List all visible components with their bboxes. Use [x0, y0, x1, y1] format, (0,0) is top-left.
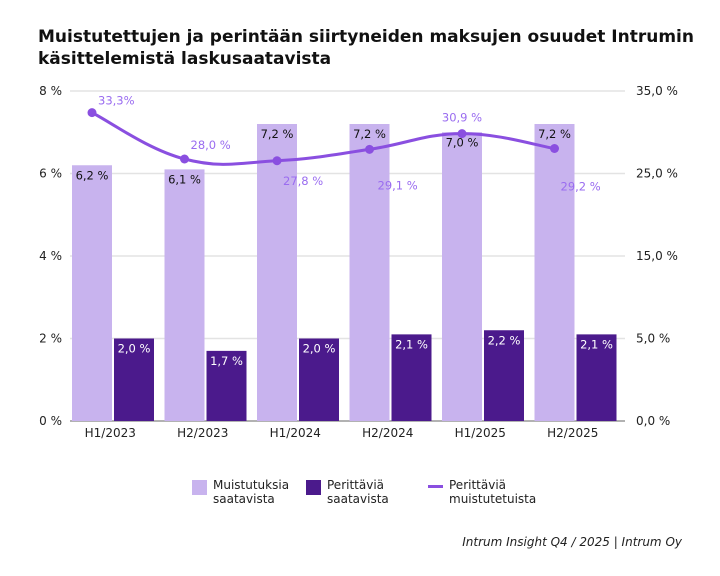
- bar-light: [72, 165, 112, 421]
- left-axis-tick: 4 %: [39, 249, 62, 263]
- right-axis-tick: 0,0 %: [636, 414, 670, 428]
- legend-item-dark-bars: Perittäviä saatavista: [306, 478, 389, 506]
- bar-light-label: 7,2 %: [261, 127, 294, 141]
- line-point: [365, 144, 374, 154]
- legend-label: saatavista: [327, 492, 389, 506]
- line-series: [91, 111, 555, 166]
- legend-item-line: Perittäviä muistutetuista: [428, 478, 536, 506]
- line-point-label: 28,0 %: [191, 138, 231, 152]
- bar-dark-label: 1,7 %: [210, 354, 243, 368]
- line-point: [180, 154, 189, 164]
- bar-dark-label: 2,0 %: [118, 342, 151, 356]
- bar-light: [164, 169, 205, 421]
- bar-light: [442, 132, 482, 421]
- x-axis-tick: H1/2025: [455, 426, 506, 440]
- right-axis-tick: 15,0 %: [636, 249, 678, 263]
- line-point-label: 30,9 %: [442, 111, 482, 125]
- bar-light-label: 7,0 %: [446, 135, 479, 149]
- source-note: Intrum Insight Q4 / 2025 | Intrum Oy: [462, 535, 682, 549]
- right-axis-tick: 5,0 %: [636, 332, 670, 346]
- legend-item-light-bars: Muistutuksia saatavista: [192, 478, 289, 506]
- x-axis-tick: H2/2024: [362, 426, 413, 440]
- line-point: [272, 156, 282, 166]
- x-axis-tick: H1/2023: [85, 426, 136, 440]
- legend-line-swatch: [428, 485, 443, 488]
- bar-dark-label: 2,1 %: [580, 337, 613, 351]
- left-axis-tick: 2 %: [39, 332, 62, 346]
- line-point: [457, 129, 467, 139]
- left-axis-tick: 6 %: [39, 167, 62, 181]
- legend-label: Perittäviä: [327, 478, 385, 492]
- left-axis-tick: 8 %: [39, 84, 62, 98]
- bar-dark-label: 2,2 %: [488, 333, 521, 347]
- legend-label: Perittäviä: [449, 478, 507, 492]
- bar-dark: [484, 330, 524, 421]
- bar-dark: [114, 338, 154, 421]
- line-point-label: 29,1 %: [378, 178, 418, 192]
- bar-light: [534, 124, 575, 421]
- left-axis-tick: 0 %: [39, 414, 62, 428]
- right-axis-tick: 25,0 %: [636, 167, 678, 181]
- bar-light-label: 6,1 %: [168, 172, 201, 186]
- bar-light: [349, 124, 390, 421]
- line-point-label: 33,3%: [98, 94, 135, 108]
- x-axis-tick: H1/2024: [270, 426, 321, 440]
- line-point: [87, 108, 97, 118]
- right-axis-tick: 35,0 %: [636, 84, 678, 98]
- bar-light: [257, 124, 297, 421]
- bar-light-label: 6,2 %: [76, 168, 109, 182]
- x-axis-tick: H2/2023: [177, 426, 228, 440]
- chart-title: Muistutettujen ja perintään siirtyneiden…: [38, 27, 694, 69]
- bar-light-label: 7,2 %: [353, 127, 386, 141]
- bar-dark: [206, 350, 247, 421]
- line-point-label: 27,8 %: [283, 174, 323, 188]
- bar-dark-label: 2,0 %: [303, 342, 336, 356]
- legend-label: muistutetuista: [449, 492, 537, 506]
- legend-swatch: [192, 480, 207, 495]
- bar-dark: [299, 338, 339, 421]
- bar-dark-label: 2,1 %: [395, 337, 428, 351]
- bar-dark: [576, 334, 617, 421]
- bar-dark: [391, 334, 432, 421]
- legend-swatch: [306, 480, 321, 495]
- bar-light-label: 7,2 %: [538, 127, 571, 141]
- legend-label: Muistutuksia: [213, 478, 290, 492]
- line-point: [550, 144, 559, 153]
- legend-label: saatavista: [213, 492, 275, 506]
- line-point-label: 29,2 %: [561, 180, 601, 194]
- x-axis-tick: H2/2025: [547, 426, 598, 440]
